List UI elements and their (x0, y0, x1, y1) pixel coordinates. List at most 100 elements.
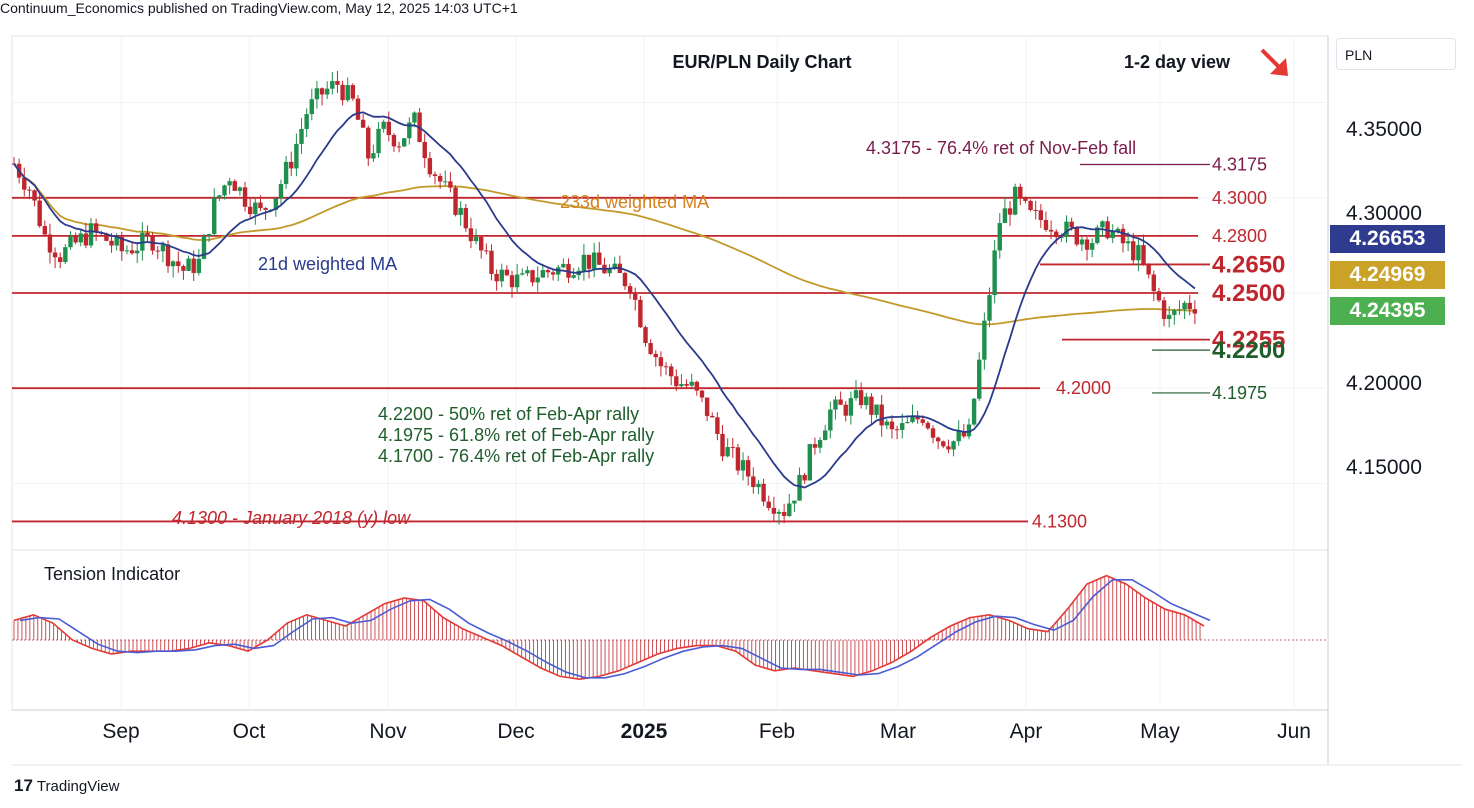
candle-body (1146, 263, 1151, 275)
candle-body (992, 250, 997, 296)
candle-body (78, 233, 83, 243)
candle-body (607, 268, 612, 274)
candle-body (977, 359, 982, 399)
candle-body (422, 141, 427, 159)
candle-body (997, 223, 1002, 251)
candle-body (479, 236, 484, 251)
candle-body (253, 202, 258, 215)
candle-body (874, 404, 879, 415)
candle-body (535, 277, 540, 283)
tension-fast-line (13, 574, 1205, 681)
candle-body (83, 233, 89, 246)
candle-body (324, 88, 330, 95)
candle-body (1187, 302, 1192, 310)
candle-body (129, 250, 135, 254)
x-tick-label: May (1140, 720, 1180, 743)
candle-body (494, 273, 499, 282)
candle-body (781, 511, 787, 516)
candle-body (453, 187, 458, 215)
candle-body (1166, 314, 1172, 319)
candle-body (633, 293, 638, 300)
candle-body (761, 483, 766, 502)
ma233-label: 233d weighted MA (560, 192, 709, 212)
annotation-764pct: 4.1700 - 76.4% ret of Feb-Apr rally (378, 446, 654, 466)
candle-body (468, 228, 474, 242)
candle-body (242, 187, 248, 207)
candle-body (350, 85, 356, 99)
currency-selector[interactable]: PLN (1336, 38, 1456, 70)
candle-body (730, 447, 735, 449)
candle-body (540, 270, 546, 278)
candle-body (37, 200, 42, 227)
candle-body (473, 236, 479, 242)
candle-body (283, 161, 289, 184)
candle-body (1095, 227, 1100, 243)
candle-body (273, 198, 279, 210)
candle-body (920, 419, 925, 423)
candle-body (925, 422, 931, 429)
candle-body (1089, 242, 1095, 250)
candle-body (412, 112, 417, 123)
candle-body (278, 183, 284, 199)
candle-body (771, 507, 777, 514)
candle-body (58, 257, 63, 263)
y-tick-label: 4.15000 (1346, 456, 1422, 479)
annotation-retracement-nov-feb: 4.3175 - 76.4% ret of Nov-Feb fall (866, 138, 1136, 158)
candle-body (73, 236, 78, 243)
candle-body (1043, 220, 1049, 230)
candle-body (1048, 229, 1054, 232)
candle-body (710, 415, 715, 418)
candle-body (1182, 302, 1187, 310)
annotation-618pct: 4.1975 - 61.8% ret of Feb-Apr rally (378, 425, 654, 445)
candle-body (42, 226, 48, 235)
candle-body (1064, 221, 1069, 237)
candle-body (88, 223, 94, 246)
candle-body (1161, 300, 1167, 319)
candle-body (797, 474, 802, 501)
candle-body (910, 415, 915, 422)
candle-body (643, 327, 648, 344)
ma21-series (13, 111, 1196, 489)
candle-body (802, 474, 807, 481)
candle-body (104, 233, 109, 241)
candle-body (869, 396, 874, 415)
x-tick-label: 2025 (620, 720, 668, 743)
candle-body (401, 138, 407, 147)
candle-body (812, 444, 818, 448)
candle-body (432, 174, 438, 176)
candle-body (715, 417, 720, 434)
footer-logo[interactable]: 17 TradingView (14, 776, 119, 796)
candle-body (371, 153, 376, 159)
candle-body (530, 270, 535, 283)
y-tick-label: 4.20000 (1346, 372, 1422, 395)
ma21-line (13, 111, 1196, 489)
candle-body (1120, 228, 1126, 244)
candle-body (930, 428, 936, 438)
candle-body (1110, 231, 1115, 239)
level-label: 4.1975 (1212, 383, 1267, 403)
candle-body (745, 460, 751, 477)
candle-body (32, 190, 37, 201)
view-label: 1-2 day view (1124, 52, 1231, 72)
candle-body (1136, 245, 1141, 261)
candle-body (263, 208, 268, 210)
candle-body (1084, 239, 1090, 250)
candle-body (858, 390, 864, 406)
level-label: 4.2000 (1056, 378, 1111, 398)
candle-body (622, 272, 628, 287)
candle-body (232, 181, 237, 191)
candle-body (201, 235, 207, 259)
candle-body (294, 143, 299, 169)
candle-body (165, 244, 171, 267)
candle-body (155, 250, 160, 252)
candle-body (648, 343, 653, 354)
candle-body (1038, 210, 1044, 221)
candle-body (1172, 310, 1177, 315)
candle-body (597, 252, 602, 265)
candle-body (68, 236, 73, 248)
candle-body (360, 119, 366, 128)
candle-body (1156, 291, 1162, 301)
candle-body (355, 98, 361, 120)
candle-body (191, 258, 196, 273)
